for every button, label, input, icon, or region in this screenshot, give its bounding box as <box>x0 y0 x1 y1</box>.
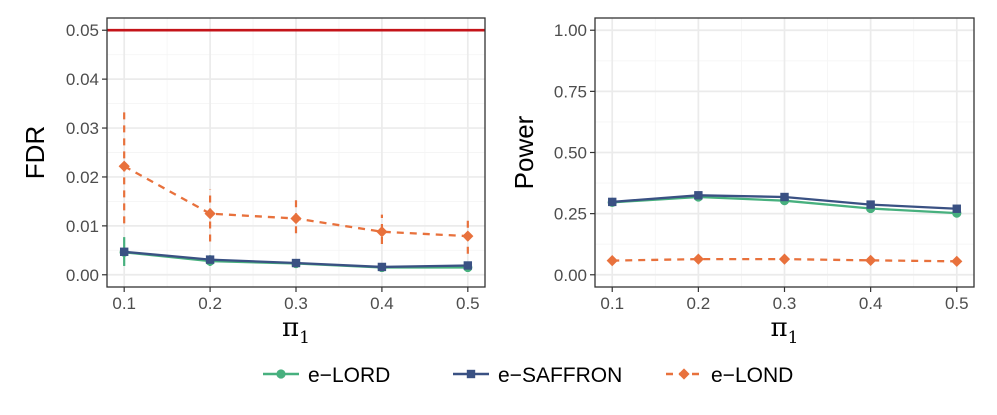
fdr-y-tick-label: 0.00 <box>66 266 99 285</box>
power-y-tick-label: 0.25 <box>554 205 587 224</box>
legend-marker-e-lord <box>276 369 286 379</box>
power-y-tick-label: 1.00 <box>554 21 587 40</box>
fdr-point-e-lond <box>376 226 388 238</box>
fdr-panel: 0.000.010.020.030.040.050.1 0.2 0.3 0.4 0.5 … <box>20 17 486 348</box>
legend: e−LORD e−SAFFRON e−LOND <box>263 364 793 387</box>
power-series <box>606 191 963 267</box>
power-x-tick-label: 0.5 <box>945 294 969 313</box>
power-x-tick-label: 0.2 <box>687 294 711 313</box>
fdr-point-e-lond <box>118 160 130 172</box>
fdr-point-e-lond <box>204 208 216 220</box>
power-point-e-saffron <box>608 197 617 207</box>
power-x-axis-title: π1 <box>771 313 799 348</box>
legend-label-e-saffron: e−SAFFRON <box>498 364 622 387</box>
power-point-e-saffron <box>952 204 961 213</box>
power-series-e-lond <box>606 253 963 267</box>
fdr-y-tick-label: 0.02 <box>66 168 99 187</box>
power-axes: 0.00 0.25 0.50 0.75 1.00 0.1 0.2 0.3 0.4 0.5 <box>554 21 969 313</box>
fdr-point-e-saffron <box>377 262 387 272</box>
legend-label-e-lord: e−LORD <box>308 364 390 387</box>
power-point-e-lond <box>692 253 704 265</box>
power-x-tick-label: 0.1 <box>600 294 624 313</box>
power-point-e-lond <box>778 253 791 265</box>
fdr-series <box>118 110 474 273</box>
power-y-axis-title: Power <box>509 115 539 189</box>
fdr-x-axis-title-base: π <box>282 313 299 343</box>
legend-entry-e-lond: e−LOND <box>666 364 793 387</box>
fdr-point-e-saffron <box>291 258 301 268</box>
power-x-axis-title-base: π <box>771 313 788 343</box>
power-x-tick-label: 0.3 <box>773 294 797 313</box>
legend-marker-e-lond <box>678 368 690 380</box>
fdr-y-tick-label: 0.01 <box>66 217 99 236</box>
power-panel: 0.00 0.25 0.50 0.75 1.00 0.1 0.2 0.3 0.4 0.5 Powe… <box>509 17 975 348</box>
power-gridlines <box>595 18 974 287</box>
fdr-point-e-saffron <box>205 255 215 264</box>
fdr-point-e-lond <box>462 230 474 242</box>
fdr-x-tick-label: 0.1 <box>112 294 136 313</box>
fdr-point-e-lond <box>290 212 302 225</box>
power-point-e-saffron <box>866 200 875 209</box>
power-series-e-saffron <box>608 191 961 213</box>
power-point-e-saffron <box>694 191 703 200</box>
fdr-point-e-saffron <box>119 247 129 256</box>
fdr-y-axis-title: FDR <box>20 126 50 179</box>
power-y-tick-label: 0.75 <box>554 82 587 101</box>
legend-entry-e-lord: e−LORD <box>263 364 390 387</box>
fdr-y-tick-label: 0.04 <box>66 70 99 89</box>
fdr-x-axis-title-subscript: 1 <box>299 328 310 348</box>
fdr-x-tick-label: 0.3 <box>284 294 308 313</box>
fdr-series-e-lond <box>118 110 474 254</box>
power-point-e-saffron <box>780 192 789 202</box>
fdr-x-tick-label: 0.4 <box>370 294 394 313</box>
legend-label-e-lond: e−LOND <box>711 364 793 387</box>
fdr-axes: 0.00 0.01 0.02 0.03 0.04 0.05 0.1 0.2 0.3 0.4 0.5 <box>66 21 480 313</box>
legend-entry-e-saffron: e−SAFFRON <box>453 364 622 387</box>
fdr-x-axis-title: π1 <box>282 313 310 348</box>
fdr-x-tick-label: 0.5 <box>456 294 480 313</box>
power-point-e-lond <box>865 254 877 266</box>
fdr-x-tick-label: 0.2 <box>198 294 222 313</box>
power-x-tick-label: 0.4 <box>859 294 883 313</box>
fdr-y-tick-label: 0.05 <box>66 21 99 40</box>
legend-marker-e-saffron <box>466 369 476 379</box>
power-y-tick-label: 0.00 <box>554 266 587 285</box>
power-point-e-lond <box>951 255 963 267</box>
fdr-point-e-saffron <box>463 261 473 270</box>
power-x-axis-title-subscript: 1 <box>788 328 799 348</box>
power-point-e-lond <box>606 254 618 267</box>
fdr-series-e-saffron <box>119 247 473 272</box>
fdr-y-tick-label: 0.03 <box>66 119 99 138</box>
power-y-tick-label: 0.50 <box>554 144 587 163</box>
